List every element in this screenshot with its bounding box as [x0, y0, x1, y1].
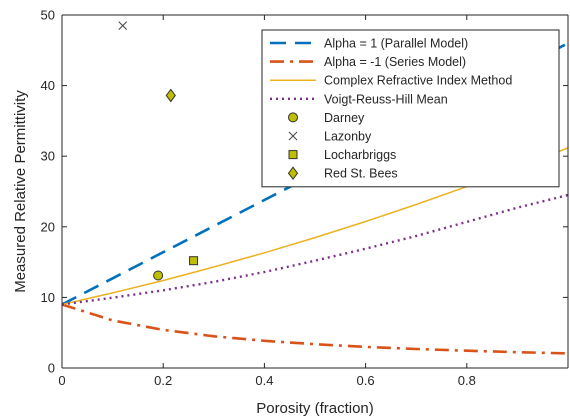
- data-point-darney: [153, 270, 164, 281]
- legend-point-label-2: Lazonby: [324, 130, 372, 144]
- data-point-red-st-bees: [165, 88, 176, 103]
- legend-label-2: Alpha = -1 (Series Model): [324, 55, 466, 69]
- legend: Alpha = 1 (Parallel Model) Alpha = -1 (Se…: [261, 29, 560, 188]
- legend-marker-1: [288, 112, 298, 123]
- legend-box: [261, 29, 560, 188]
- x-tick-label: 0: [58, 373, 65, 388]
- x-tick-label: 0.6: [357, 373, 375, 388]
- series-line-2: [62, 303, 568, 355]
- legend-point-label-3: Locharbriggs: [324, 148, 396, 162]
- legend-marker-4: [287, 166, 299, 181]
- y-tick-label: 50: [41, 8, 55, 23]
- y-tick-label: 10: [41, 290, 55, 305]
- y-tick-label: 20: [41, 219, 55, 234]
- legend-marker-2: [288, 131, 298, 141]
- x-axis-label: Porosity (fraction): [256, 400, 374, 416]
- x-tick-label: 0.2: [154, 373, 172, 388]
- legend-marker-3: [288, 150, 298, 160]
- y-axis-label: Measured Relative Permittivity: [12, 90, 29, 293]
- legend-label-4: Voigt-Reuss-Hill Mean: [324, 92, 448, 106]
- y-tick-label: 0: [48, 361, 55, 376]
- legend-label-1: Alpha = 1 (Parallel Model): [324, 37, 468, 51]
- legend-label-3: Complex Refractive Index Method: [324, 74, 512, 88]
- legend-point-label-1: Darney: [324, 111, 365, 125]
- x-tick-label: 0.8: [458, 373, 476, 388]
- data-point-lazonby: [118, 21, 128, 30]
- axes: 0 0.2 0.4 0.6 0.8 0 10 20 30 40 50: [41, 8, 569, 388]
- y-tick-label: 30: [41, 149, 55, 164]
- y-tick-label: 40: [41, 78, 55, 93]
- data-point-locharbriggs: [189, 256, 199, 266]
- x-tick-label: 0.4: [255, 373, 273, 388]
- legend-point-label-4: Red St. Bees: [324, 167, 398, 181]
- series-line-4: [62, 193, 568, 306]
